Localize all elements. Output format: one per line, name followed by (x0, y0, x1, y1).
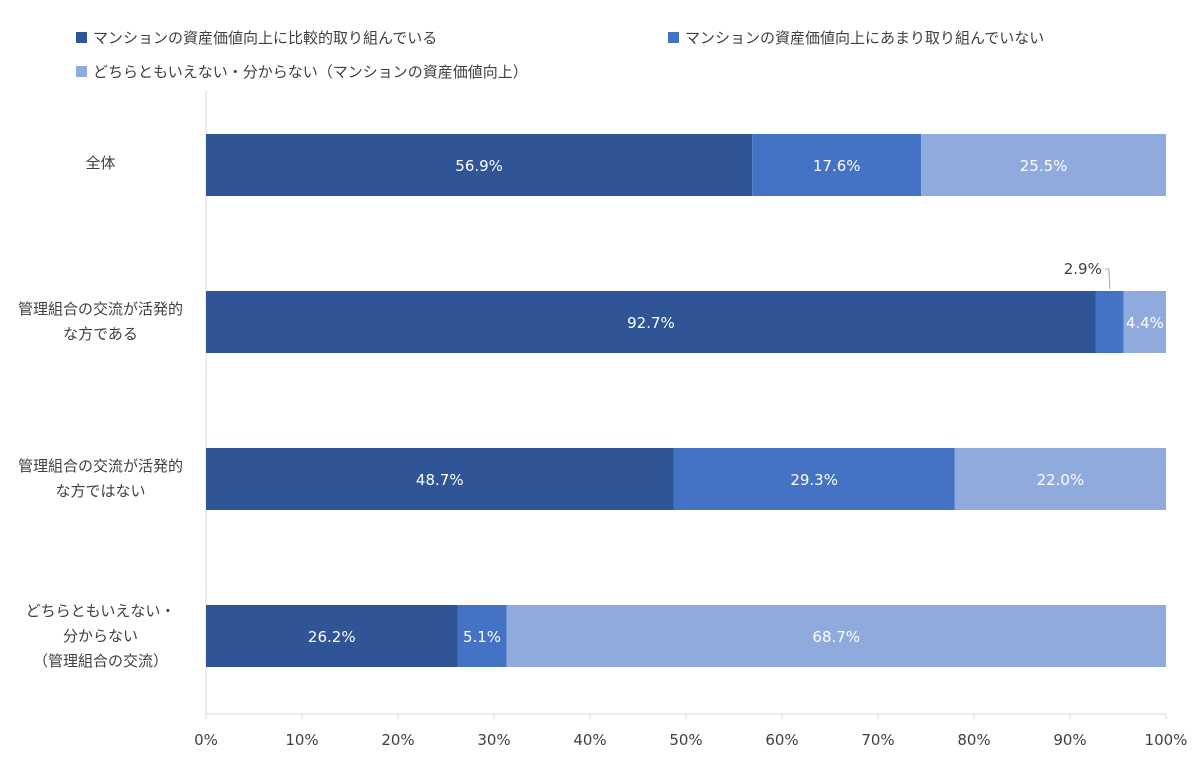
leader-line (1104, 268, 1111, 290)
category-label: 管理組合の交流が活発的 な方ではない (8, 454, 193, 504)
x-tick-label: 10% (285, 731, 318, 749)
category-label-line: 管理組合の交流が活発的 (17, 457, 183, 475)
bar-segment (206, 448, 674, 510)
x-tick-label: 30% (477, 731, 510, 749)
data-label: 2.9% (1064, 260, 1102, 278)
data-label: 26.2% (308, 628, 356, 646)
bar-segment (457, 605, 507, 667)
x-tick-label: 50% (669, 731, 702, 749)
data-label: 25.5% (1020, 157, 1068, 175)
bar-segment (673, 448, 955, 510)
category-label-line: 管理組合の交流が活発的 (17, 300, 183, 318)
category-label-line: 分からない (62, 626, 138, 645)
legend-item-3: どちらともいえない・分からない（マンションの資産価値向上） (76, 61, 528, 82)
legend-swatch-2 (668, 32, 679, 43)
category-label-line: な方ではない (55, 482, 146, 500)
category-label-line: どちらともいえない・ (25, 601, 176, 620)
bar-segment (921, 134, 1166, 196)
data-label: 68.7% (812, 628, 860, 646)
category-label-line: （管理組合の交流） (32, 651, 168, 670)
bar-segment (206, 605, 458, 667)
data-label: 5.1% (463, 628, 501, 646)
legend-item-1: マンションの資産価値向上に比較的取り組んでいる (76, 27, 437, 48)
category-label: 管理組合の交流が活発的 な方である (8, 297, 193, 347)
data-label: 48.7% (416, 471, 464, 489)
bar-segment (752, 134, 922, 196)
bar-segment (206, 291, 1096, 353)
legend-swatch-3 (76, 66, 87, 77)
legend-label-1: マンションの資産価値向上に比較的取り組んでいる (93, 29, 438, 47)
category-label: 全体 (8, 151, 193, 176)
data-label: 4.4% (1126, 314, 1164, 332)
x-tick-label: 0% (194, 731, 218, 749)
bar-segment (954, 448, 1166, 510)
bar-segment (1095, 291, 1124, 353)
x-tick-label: 20% (381, 731, 414, 749)
bar-segment (1123, 291, 1166, 353)
data-label: 29.3% (790, 471, 838, 489)
legend-label-3: どちらともいえない・分からない（マンションの資産価値向上） (93, 63, 528, 81)
legend-item-2: マンションの資産価値向上にあまり取り組んでいない (668, 27, 1044, 48)
x-tick-label: 70% (861, 731, 894, 749)
x-tick-label: 40% (573, 731, 606, 749)
data-label: 22.0% (1037, 471, 1085, 489)
x-tick-label: 60% (765, 731, 798, 749)
bar-segment (206, 134, 753, 196)
data-label: 17.6% (813, 157, 861, 175)
bar-segment (506, 605, 1167, 667)
x-tick-label: 90% (1053, 731, 1086, 749)
x-tick-label: 80% (957, 731, 990, 749)
legend-swatch-1 (76, 32, 87, 43)
data-label: 92.7% (627, 314, 675, 332)
category-label-line: 全体 (85, 153, 116, 172)
category-label-line: な方である (63, 325, 138, 343)
data-label: 56.9% (455, 157, 503, 175)
x-tick-label: 100% (1145, 731, 1188, 749)
legend-label-2: マンションの資産価値向上にあまり取り組んでいない (685, 29, 1045, 47)
category-label: どちらともいえない・ 分からない （管理組合の交流） (8, 599, 193, 674)
